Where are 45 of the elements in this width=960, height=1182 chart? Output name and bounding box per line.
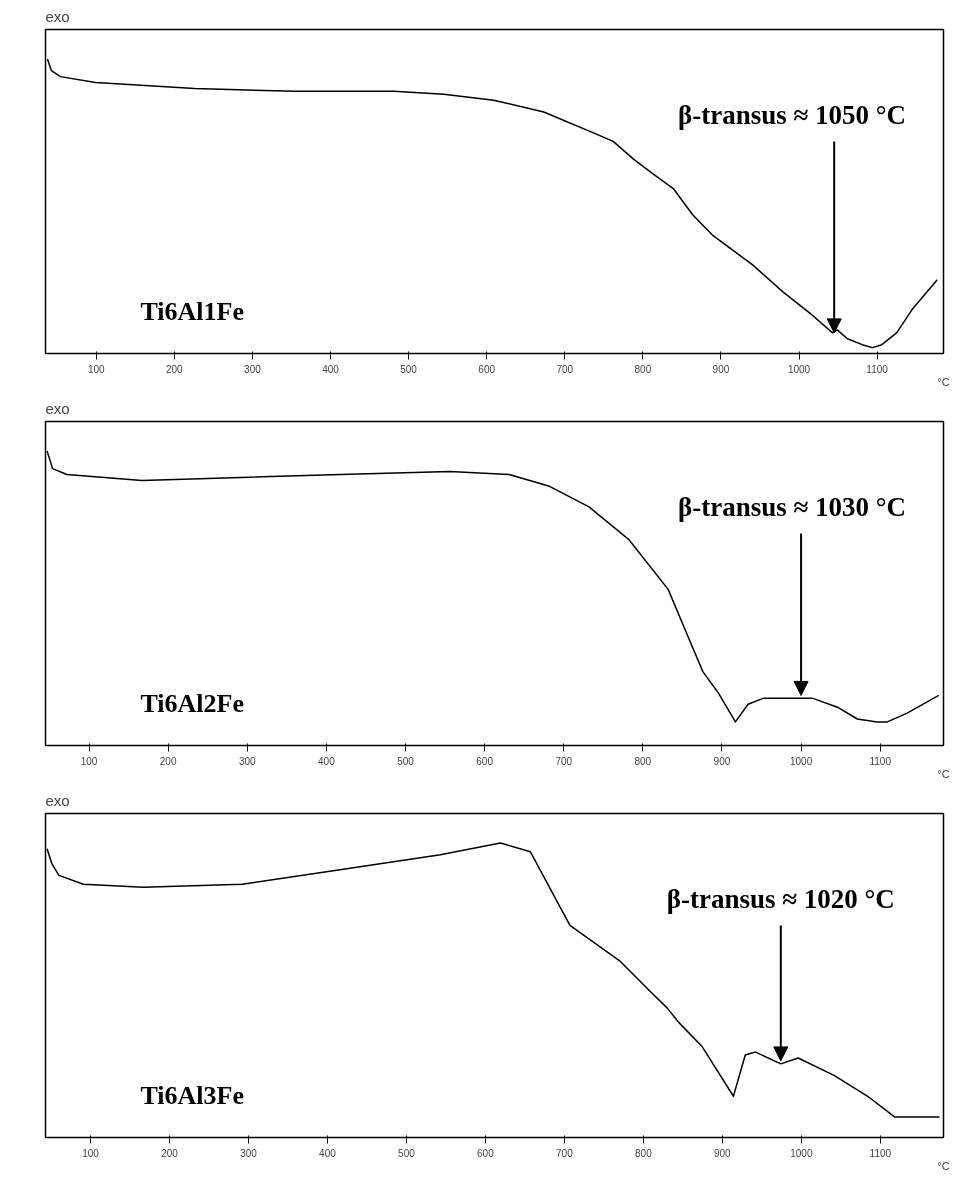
x-tick-label: 1100 — [869, 1147, 892, 1159]
x-tick-label: 200 — [159, 755, 177, 767]
x-tick-label: 700 — [555, 755, 573, 767]
x-axis-title: °C — [937, 1159, 950, 1172]
x-tick-label: 1000 — [790, 1147, 813, 1159]
x-tick-label: 500 — [400, 363, 418, 375]
x-tick-label: 100 — [87, 363, 106, 375]
x-tick-label: 700 — [556, 363, 574, 375]
x-tick-label: 400 — [318, 755, 336, 767]
x-tick-label: 1100 — [866, 363, 889, 375]
x-tick-label: 100 — [80, 755, 98, 767]
x-tick-label: 500 — [397, 755, 415, 767]
x-tick-label: 200 — [166, 363, 184, 375]
x-tick-label: 800 — [634, 755, 652, 767]
x-tick-label: 600 — [478, 363, 496, 375]
annotation: β-transus ≈ 1050 °C — [677, 99, 907, 130]
x-tick-label: 1100 — [869, 755, 892, 767]
x-tick-label: 600 — [476, 755, 494, 767]
x-tick-label: 200 — [161, 1147, 179, 1159]
annotation: Ti6Al3Fe — [140, 1080, 245, 1110]
y-axis-title: exo — [45, 791, 70, 809]
x-tick-label: 900 — [712, 363, 730, 375]
annotation: Ti6Al1Fe — [140, 296, 245, 326]
x-axis-title: °C — [937, 767, 950, 780]
x-tick-label: 600 — [477, 1147, 495, 1159]
x-tick-label: 300 — [240, 1147, 258, 1159]
x-tick-label: 700 — [556, 1147, 574, 1159]
annotation: Ti6Al2Fe — [140, 688, 245, 718]
y-axis-title: exo — [45, 7, 70, 25]
x-tick-label: 400 — [322, 363, 340, 375]
x-tick-label: 1000 — [789, 755, 813, 767]
annotation: β-transus ≈ 1020 °C — [666, 883, 895, 914]
x-tick-label: 300 — [238, 755, 257, 767]
x-tick-label: 400 — [319, 1147, 337, 1159]
x-tick-label: 900 — [714, 1147, 732, 1159]
y-axis-title: exo — [45, 399, 70, 417]
x-tick-label: 900 — [713, 755, 731, 767]
annotation: β-transus ≈ 1030 °C — [677, 491, 907, 522]
x-tick-label: 800 — [635, 1147, 653, 1159]
x-tick-label: 1000 — [787, 363, 811, 375]
x-tick-label: 800 — [634, 363, 652, 375]
x-tick-label: 100 — [82, 1147, 100, 1159]
x-tick-label: 300 — [244, 363, 262, 375]
x-axis-title: °C — [937, 375, 950, 388]
x-tick-label: 500 — [398, 1147, 416, 1159]
